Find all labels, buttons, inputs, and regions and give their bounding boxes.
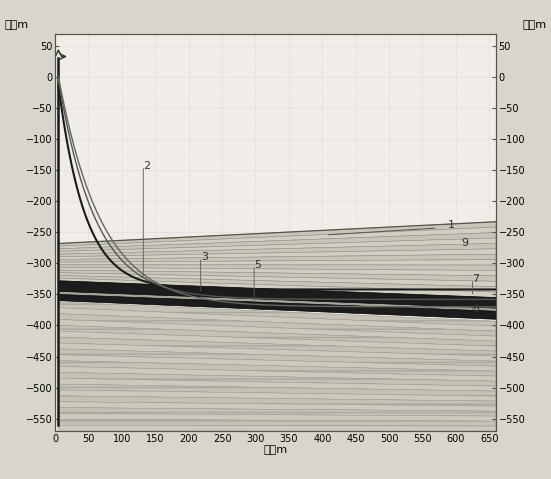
- Polygon shape: [58, 227, 496, 249]
- Text: 7: 7: [473, 274, 480, 284]
- Polygon shape: [58, 254, 496, 262]
- Polygon shape: [58, 281, 496, 308]
- Polygon shape: [58, 291, 496, 309]
- Polygon shape: [58, 396, 496, 406]
- Polygon shape: [58, 378, 496, 391]
- Polygon shape: [58, 249, 496, 260]
- Polygon shape: [58, 278, 496, 297]
- Polygon shape: [58, 267, 496, 276]
- Polygon shape: [58, 319, 496, 341]
- Polygon shape: [58, 366, 496, 381]
- Text: 9: 9: [461, 238, 468, 248]
- Polygon shape: [58, 243, 496, 257]
- Polygon shape: [58, 337, 496, 356]
- Polygon shape: [58, 413, 496, 421]
- Polygon shape: [58, 402, 496, 411]
- Polygon shape: [58, 408, 496, 416]
- Text: 3: 3: [201, 252, 208, 262]
- Text: 2: 2: [143, 161, 150, 171]
- Polygon shape: [58, 294, 496, 311]
- Polygon shape: [58, 331, 496, 351]
- Polygon shape: [58, 222, 496, 246]
- Polygon shape: [58, 292, 496, 309]
- Polygon shape: [58, 295, 496, 319]
- Polygon shape: [58, 349, 496, 366]
- Polygon shape: [58, 275, 496, 292]
- Polygon shape: [58, 273, 496, 287]
- Polygon shape: [58, 390, 496, 401]
- Text: 8: 8: [473, 304, 480, 314]
- Polygon shape: [58, 384, 496, 396]
- Polygon shape: [58, 325, 496, 346]
- Polygon shape: [58, 372, 496, 386]
- Polygon shape: [58, 270, 496, 281]
- Polygon shape: [58, 343, 496, 361]
- X-axis label: 位移m: 位移m: [263, 445, 288, 455]
- Polygon shape: [58, 419, 496, 426]
- Polygon shape: [58, 265, 496, 271]
- Y-axis label: 标高m: 标高m: [4, 20, 29, 30]
- Polygon shape: [58, 355, 496, 371]
- Polygon shape: [58, 293, 496, 310]
- Polygon shape: [58, 314, 496, 336]
- Text: 1: 1: [448, 220, 455, 230]
- Polygon shape: [58, 238, 496, 254]
- Polygon shape: [58, 233, 496, 251]
- Y-axis label: 标高m: 标高m: [522, 20, 547, 30]
- Polygon shape: [58, 308, 496, 331]
- Text: 5: 5: [254, 261, 261, 270]
- Polygon shape: [58, 425, 496, 431]
- Polygon shape: [58, 361, 496, 376]
- Polygon shape: [58, 302, 496, 326]
- Polygon shape: [58, 260, 496, 265]
